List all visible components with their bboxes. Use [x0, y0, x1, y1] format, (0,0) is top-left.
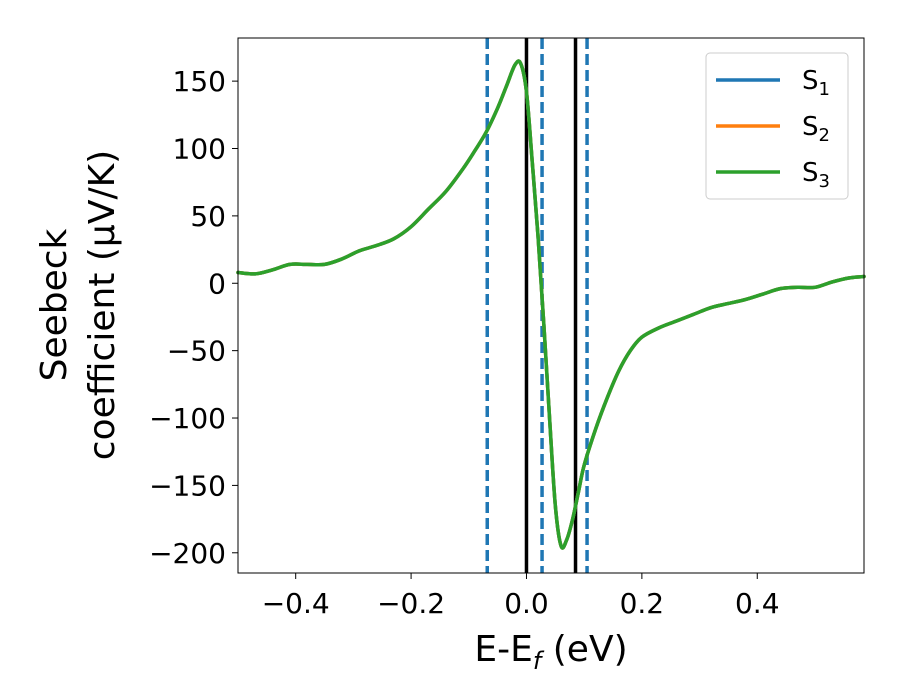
- y-axis-ticks: 150 100 50 0 −50 −100 −150 −200: [149, 65, 238, 570]
- y-tick-label: −200: [149, 537, 226, 570]
- y-axis-title-line2: coefficient (μV/K): [82, 150, 123, 460]
- x-tick-label: 0.0: [504, 587, 549, 620]
- x-axis-title: E-Ef (eV): [474, 629, 627, 675]
- x-tick-label: −0.4: [262, 587, 330, 620]
- y-tick-label: −150: [149, 469, 226, 502]
- x-axis-title-units: (eV): [541, 629, 627, 670]
- legend-label-3: S3: [802, 158, 830, 192]
- y-tick-label: 0: [208, 267, 226, 300]
- legend: S1 S2 S3: [705, 52, 849, 200]
- y-tick-label: 150: [173, 65, 226, 98]
- x-tick-label: 0.2: [620, 587, 665, 620]
- plot-frame: [237, 37, 865, 574]
- x-axis-title-main: E-E: [474, 629, 532, 670]
- y-tick-label: 50: [190, 200, 226, 233]
- series-lines: [236, 59, 866, 550]
- legend-label-1: S1: [802, 66, 830, 100]
- x-tick-label: 0.4: [735, 587, 780, 620]
- y-tick-label: 100: [173, 133, 226, 166]
- series-line-3: [236, 59, 866, 550]
- legend-label-2: S2: [802, 112, 830, 146]
- x-tick-label: −0.2: [377, 587, 445, 620]
- y-tick-label: −50: [167, 335, 226, 368]
- y-tick-label: −100: [149, 402, 226, 435]
- y-axis-title-line1: Seebeck: [34, 228, 75, 381]
- x-axis-ticks: −0.4 −0.2 0.0 0.2 0.4: [262, 573, 780, 620]
